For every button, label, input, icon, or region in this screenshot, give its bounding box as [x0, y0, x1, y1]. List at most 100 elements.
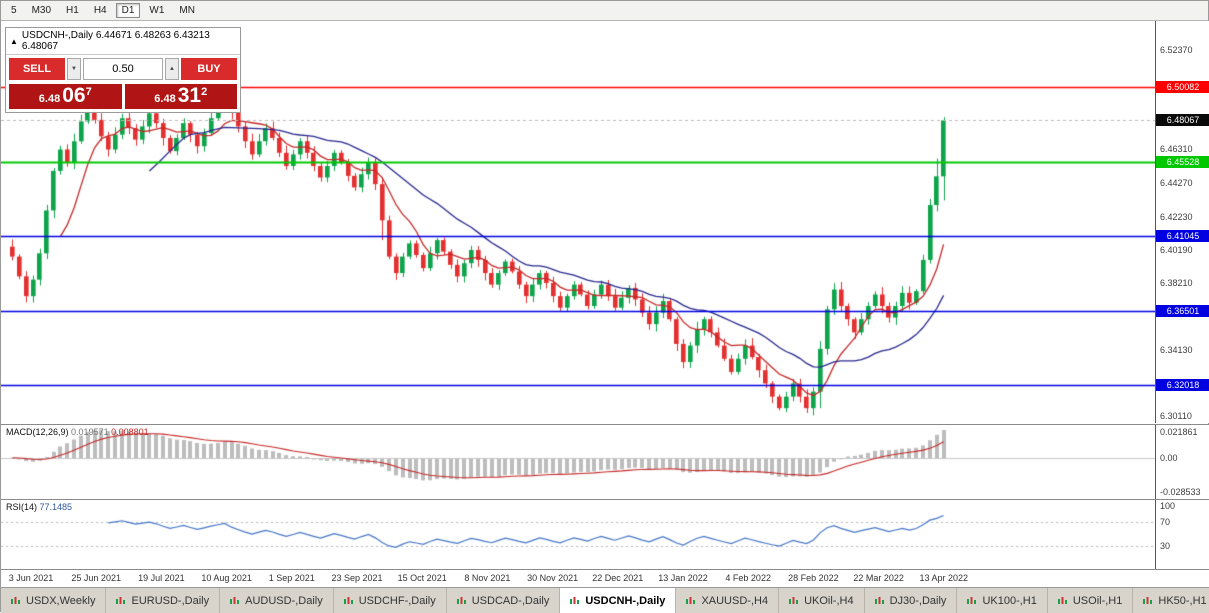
macd-main-value: 0.019571: [71, 427, 109, 437]
tab-label: USDCHF-,Daily: [358, 594, 436, 607]
sell-price-point: 7: [85, 86, 92, 98]
date-label: 28 Feb 2022: [788, 573, 839, 583]
price-axis: 6.52370 6.46310 6.44270 6.42230 6.40190 6.382…: [1155, 21, 1209, 423]
date-label: 15 Oct 2021: [397, 573, 447, 583]
tab-label: USOil-,H1: [1072, 594, 1123, 607]
date-label: 8 Nov 2021: [464, 573, 511, 583]
macd-axis-label: 0.021861: [1160, 427, 1198, 437]
buy-button[interactable]: BUY: [181, 58, 237, 80]
date-label: 3 Jun 2021: [8, 573, 54, 583]
timeframe-button-5[interactable]: 5: [11, 5, 17, 16]
timeframe-button-w1[interactable]: W1: [149, 5, 165, 16]
timeframe-button-mn[interactable]: MN: [179, 5, 195, 16]
timeframe-button-h4[interactable]: H4: [93, 5, 107, 16]
timeframe-button-m30[interactable]: M30: [31, 5, 52, 16]
rsi-axis: 100 70 30: [1155, 500, 1209, 569]
tab-label: DJ30-,Daily: [889, 594, 947, 607]
macd-name: MACD(12,26,9): [6, 427, 69, 437]
chart-icon: [343, 596, 354, 606]
chart-icon: [1143, 596, 1153, 606]
rsi-label: RSI(14) 77.1485: [6, 502, 72, 512]
tab-usdcad-daily[interactable]: USDCAD-,Daily: [447, 588, 561, 613]
timeframe-button-h1[interactable]: H1: [66, 5, 79, 16]
price-tick: 6.44270: [1160, 177, 1193, 188]
tab-hk50-h1[interactable]: HK50-,H1: [1133, 588, 1209, 613]
order-entry-row: SELL ▼ ▲ BUY: [6, 55, 240, 82]
price-chart-panel: 6.52370 6.46310 6.44270 6.42230 6.40190 6.382…: [1, 21, 1209, 423]
chart-icon: [116, 596, 126, 606]
price-tick: 6.42230: [1160, 211, 1193, 222]
price-tick: 6.30110: [1160, 411, 1192, 422]
macd-axis: 0.021861 0.00 -0.028533: [1155, 425, 1209, 499]
timeframe-toolbar: 5 M30 H1 H4 D1 W1 MN: [1, 1, 1208, 21]
date-label: 19 Jul 2021: [138, 573, 185, 583]
current-price-tag: 6.48067: [1156, 114, 1209, 127]
price-level-tag: 6.32018: [1156, 378, 1209, 391]
tab-uk100-h1[interactable]: UK100-,H1: [957, 588, 1048, 613]
price-tick: 6.40190: [1160, 245, 1193, 256]
tab-audusd-daily[interactable]: AUDUSD-,Daily: [220, 588, 334, 613]
sell-button[interactable]: SELL: [9, 58, 65, 80]
tab-label: USDCNH-,Daily: [585, 594, 666, 607]
date-label: 4 Feb 2022: [725, 573, 771, 583]
date-label: 25 Jun 2021: [71, 573, 121, 583]
buy-price-button[interactable]: 6.48 31 2: [124, 84, 237, 109]
symbol-ohlc-text: USDCNH-,Daily 6.44671 6.48263 6.43213 6.…: [21, 30, 210, 52]
rsi-indicator-panel: RSI(14) 77.1485 100 70 30: [1, 499, 1209, 569]
chart-icon: [230, 596, 240, 606]
quote-row: 6.48 06 7 6.48 31 2: [6, 82, 240, 112]
tab-usdx-weekly[interactable]: USDX,Weekly: [1, 588, 107, 613]
chart-icon: [1057, 596, 1068, 606]
volume-input[interactable]: [83, 58, 163, 80]
rsi-value: 77.1485: [39, 502, 73, 512]
tab-ukoil-h4[interactable]: UKOil-,H4: [779, 588, 865, 613]
tab-label: USDX,Weekly: [26, 594, 96, 607]
tab-label: XAUUSD-,H4: [701, 594, 769, 607]
chart-icon: [456, 596, 467, 606]
tab-usdchf-daily[interactable]: USDCHF-,Daily: [334, 588, 447, 613]
tab-usoil-h1[interactable]: USOil-,H1: [1048, 588, 1134, 613]
tab-dj30-daily[interactable]: DJ30-,Daily: [865, 588, 958, 613]
tab-eurusd-daily[interactable]: EURUSD-,Daily: [106, 588, 221, 613]
price-tick: 6.46310: [1160, 144, 1193, 155]
volume-up-icon[interactable]: ▲: [165, 58, 179, 80]
buy-price-point: 2: [201, 86, 208, 98]
macd-canvas[interactable]: [1, 425, 1155, 499]
macd-axis-label: 0.00: [1160, 452, 1178, 463]
sell-price-pips: 06: [62, 84, 86, 107]
sell-price-button[interactable]: 6.48 06 7: [9, 84, 122, 109]
tab-usdcnh-daily[interactable]: USDCNH-,Daily: [560, 588, 677, 613]
rsi-axis-label: 30: [1160, 541, 1171, 552]
price-level-tag: 6.41045: [1156, 230, 1209, 243]
timeframe-button-d1[interactable]: D1: [115, 3, 141, 18]
time-axis: 3 Jun 2021 25 Jun 2021 19 Jul 2021 10 Aug 2…: [1, 569, 1209, 588]
date-label: 30 Nov 2021: [527, 573, 579, 583]
chart-ohlc-header: ▲ USDCNH-,Daily 6.44671 6.48263 6.43213 …: [6, 28, 240, 55]
macd-axis-label: -0.028533: [1160, 487, 1201, 497]
macd-label: MACD(12,26,9) 0.019571 0.008801: [6, 427, 149, 437]
chart-icon: [686, 596, 696, 606]
price-tick: 6.52370: [1160, 44, 1193, 55]
chart-icon: [967, 596, 977, 606]
tab-label: EURUSD-,Daily: [131, 594, 210, 607]
price-tick: 6.34130: [1160, 345, 1193, 355]
rsi-axis-label: 70: [1160, 516, 1171, 527]
date-label: 22 Mar 2022: [853, 573, 904, 583]
tab-xauusd-h4[interactable]: XAUUSD-,H4: [676, 588, 780, 613]
tab-label: HK50-,H1: [1158, 594, 1207, 607]
date-label: 1 Sep 2021: [268, 573, 315, 583]
date-label: 13 Jan 2022: [658, 573, 708, 583]
rsi-canvas[interactable]: [1, 500, 1155, 569]
chart-icon: [11, 596, 21, 606]
tab-label: UK100-,H1: [982, 594, 1037, 607]
collapse-icon[interactable]: ▲: [10, 36, 18, 46]
rsi-axis-label: 100: [1160, 501, 1176, 511]
buy-price-figure: 6.48: [154, 93, 176, 105]
tab-label: USDCAD-,Daily: [471, 594, 550, 607]
one-click-trading-widget: ▲ USDCNH-,Daily 6.44671 6.48263 6.43213 …: [5, 27, 241, 113]
macd-signal-value: 0.008801: [111, 427, 149, 437]
volume-dropdown-icon[interactable]: ▼: [67, 58, 81, 80]
chart-icon: [789, 596, 799, 606]
chart-icon: [874, 596, 885, 606]
